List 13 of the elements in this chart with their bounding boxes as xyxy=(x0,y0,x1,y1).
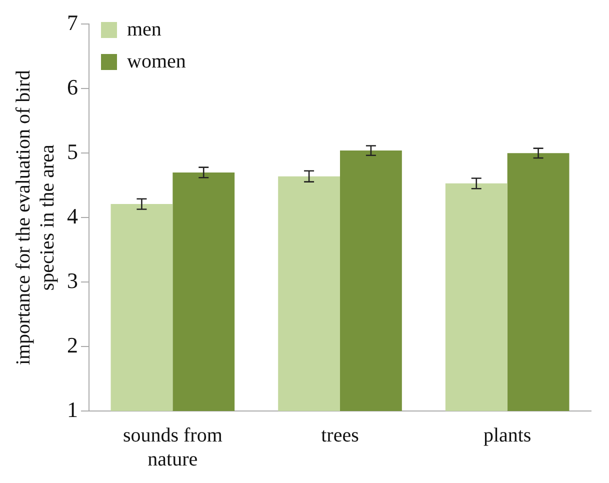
y-tick-label: 7 xyxy=(67,10,78,35)
y-axis-title: importance for the evaluation of bird species in the area xyxy=(12,70,58,366)
y-tick-label: 4 xyxy=(67,203,78,228)
x-tick-label: sounds from nature xyxy=(122,424,223,470)
y-tick-label: 1 xyxy=(67,396,78,422)
y-tick-label: 2 xyxy=(67,332,78,358)
y-tick-label: 6 xyxy=(67,74,78,100)
x-tick-label: trees xyxy=(321,424,360,446)
legend-label: men xyxy=(127,18,162,40)
y-tick-label: 3 xyxy=(67,268,78,293)
y-tick-label: 5 xyxy=(67,138,78,164)
x-tick-label: plants xyxy=(483,424,532,446)
legend-label: women xyxy=(127,50,186,72)
